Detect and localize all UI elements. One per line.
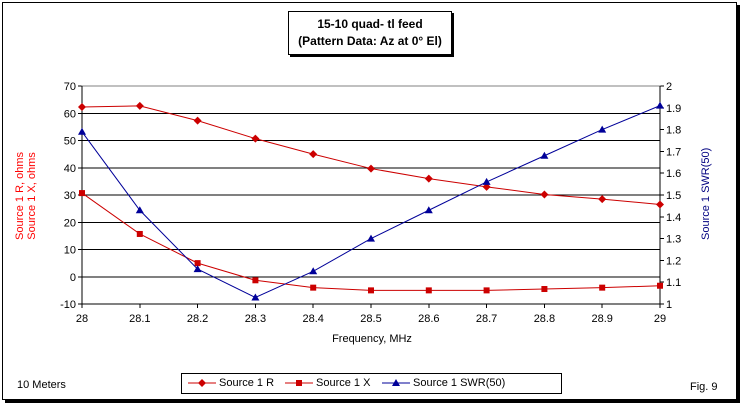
marker-swr-point: [78, 127, 86, 135]
y-left-tick-label: 40: [64, 163, 76, 175]
y-right-tick-label: 1.9: [666, 103, 681, 115]
series-line-0: [81, 105, 661, 206]
x-tick-label: 28.2: [187, 313, 208, 325]
marker-r-point: [135, 101, 144, 110]
chart-frame: [2, 2, 737, 400]
x-tick-label: 28.1: [129, 313, 150, 325]
marker-x-point: [368, 287, 374, 294]
marker-x-point: [599, 284, 606, 291]
marker-swr-point: [367, 234, 375, 242]
legend-item-r: Source 1 R: [188, 377, 274, 389]
x-tick-label: 28.5: [360, 313, 381, 325]
right-axis-label: Source 1 SWR(50): [700, 147, 712, 240]
left-axis-label-r: Source 1 R, ohms: [14, 151, 26, 240]
y-right-tick-label: 1.8: [666, 125, 681, 137]
y-left-tick-label: 60: [64, 108, 76, 120]
marker-x-point: [194, 260, 201, 267]
series-line-2: [81, 105, 661, 299]
y-right-tick-label: 1.1: [666, 277, 681, 289]
legend-label-swr: Source 1 SWR(50): [413, 377, 506, 389]
y-left-tick-label: 30: [64, 190, 76, 202]
y-right-tick-label: 1.2: [666, 255, 681, 267]
y-left-tick-label: 50: [64, 136, 76, 148]
marker-x-point: [79, 190, 85, 197]
chart-subtitle: (Pattern Data: Az at 0° El): [298, 34, 442, 48]
series-line-1: [81, 192, 661, 291]
marker-r-point: [193, 116, 202, 125]
marker-r-point: [598, 195, 607, 204]
y-left-tick-label: 0: [70, 272, 76, 284]
x-axis-label: Frequency, MHz: [332, 333, 412, 345]
marker-swr-point: [656, 101, 664, 109]
marker-r-point: [656, 200, 664, 209]
legend-item-x: Source 1 X: [285, 377, 370, 389]
legend-swatch-diamond-icon: [188, 379, 216, 388]
chart-title: 15-10 quad- tl feed: [317, 17, 423, 31]
marker-x-point: [252, 277, 259, 284]
x-tick-label: 28: [76, 313, 88, 325]
left-axis-label: Source 1 R, ohms Source 1 X, ohms: [14, 152, 38, 240]
marker-r-point: [540, 190, 549, 199]
y-right-tick-label: 1: [666, 299, 672, 311]
marker-swr-point: [251, 293, 260, 301]
marker-x-point: [541, 286, 548, 293]
x-tick-label: 28.8: [534, 313, 555, 325]
y-right-tick-label: 1.4: [666, 212, 681, 224]
marker-r-point: [78, 102, 86, 111]
note-figure: Fig. 9: [690, 381, 718, 393]
y-right-tick-label: 1.6: [666, 168, 681, 180]
legend: Source 1 R Source 1 X Source 1 SWR(50): [181, 373, 562, 394]
x-tick-label: 28.4: [302, 313, 323, 325]
y-left-tick-label: 70: [64, 81, 76, 93]
marker-swr-point: [135, 206, 144, 214]
y-right-tick-label: 1.3: [666, 234, 681, 246]
legend-swatch-triangle-icon: [382, 379, 410, 387]
note-band: 10 Meters: [17, 379, 66, 391]
marker-x-point: [425, 287, 432, 294]
marker-x-point: [483, 287, 490, 294]
x-tick-label: 29: [654, 313, 666, 325]
legend-label-x: Source 1 X: [316, 377, 371, 389]
chart-title-box: 15-10 quad- tl feed (Pattern Data: Az at…: [288, 11, 452, 55]
y-left-tick-label: -10: [60, 299, 76, 311]
marker-r-point: [367, 164, 375, 173]
legend-item-swr: Source 1 SWR(50): [382, 377, 505, 389]
marker-r-point: [424, 174, 433, 183]
marker-swr-point: [193, 265, 202, 273]
marker-swr-point: [482, 177, 491, 185]
legend-swatch-square-icon: [285, 380, 313, 387]
marker-r-point: [251, 134, 260, 143]
left-axis-label-x: Source 1 X, ohms: [26, 152, 38, 240]
marker-swr-point: [598, 125, 607, 133]
y-right-tick-label: 1.5: [666, 190, 681, 202]
x-tick-label: 28.3: [245, 313, 266, 325]
y-right-tick-label: 2: [666, 81, 672, 93]
marker-x-point: [136, 230, 143, 237]
x-tick-label: 28.6: [418, 313, 439, 325]
y-left-tick-label: 20: [64, 217, 76, 229]
marker-swr-point: [309, 267, 318, 275]
marker-x-point: [310, 284, 317, 291]
y-right-tick-label: 1.7: [666, 146, 681, 158]
y-left-tick-label: 10: [64, 245, 76, 257]
marker-swr-point: [424, 206, 433, 214]
x-tick-label: 28.7: [476, 313, 497, 325]
marker-x-point: [657, 282, 663, 289]
legend-label-r: Source 1 R: [219, 377, 275, 389]
marker-r-point: [309, 150, 318, 159]
x-tick-label: 28.9: [591, 313, 612, 325]
marker-swr-point: [540, 151, 549, 159]
